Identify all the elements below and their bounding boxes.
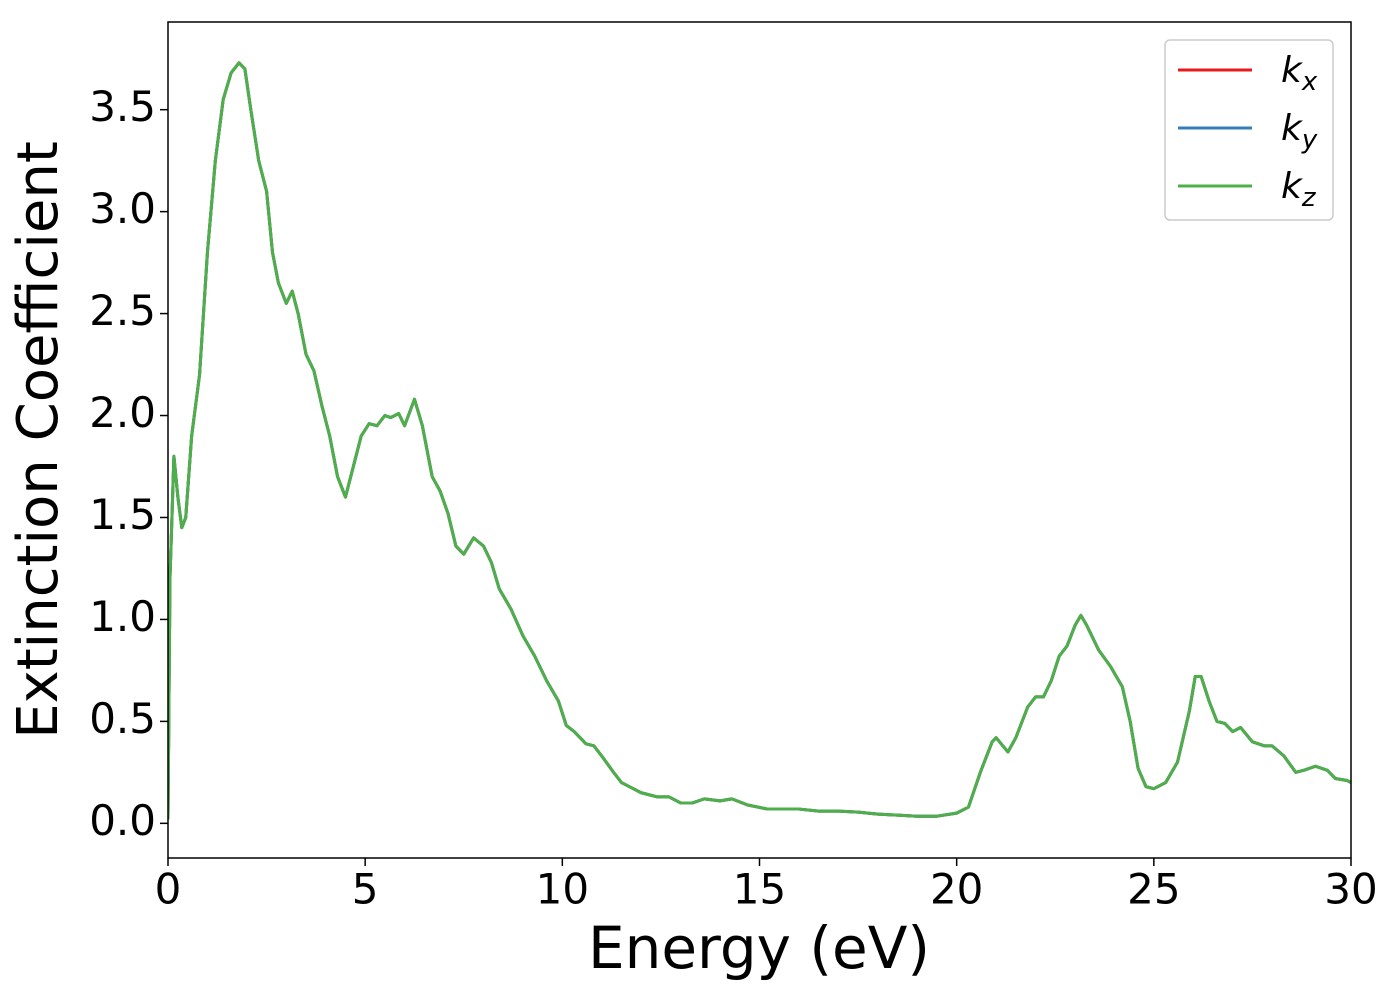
y-tick-label: 3.5 xyxy=(89,82,156,131)
x-tick-label: 20 xyxy=(930,865,983,914)
x-tick-label: 25 xyxy=(1127,865,1180,914)
x-tick-label: 15 xyxy=(733,865,786,914)
y-axis-label: Extinction Coefficient xyxy=(6,141,71,739)
x-tick-label: 30 xyxy=(1324,865,1377,914)
data-line xyxy=(168,61,1351,820)
x-axis-label: Energy (eV) xyxy=(588,914,930,982)
x-tick-label: 10 xyxy=(536,865,589,914)
legend: kx ky kz xyxy=(1164,39,1334,221)
y-tick-label: 2.5 xyxy=(89,286,156,335)
plot-frame xyxy=(167,21,1352,859)
y-tick-label: 1.5 xyxy=(89,490,156,539)
y-tick-label: 2.0 xyxy=(89,388,156,437)
legend-label: ky xyxy=(1281,108,1318,155)
x-tick-label: 0 xyxy=(155,865,182,914)
x-tick-label: 5 xyxy=(352,865,379,914)
y-tick-label: 1.0 xyxy=(89,592,156,641)
y-tick-label: 3.0 xyxy=(89,184,156,233)
legend-label: kx xyxy=(1281,50,1318,97)
legend-box xyxy=(1164,39,1334,221)
legend-label: kz xyxy=(1281,166,1317,213)
y-tick-label: 0.5 xyxy=(89,694,156,743)
y-tick-label: 0.0 xyxy=(89,796,156,845)
